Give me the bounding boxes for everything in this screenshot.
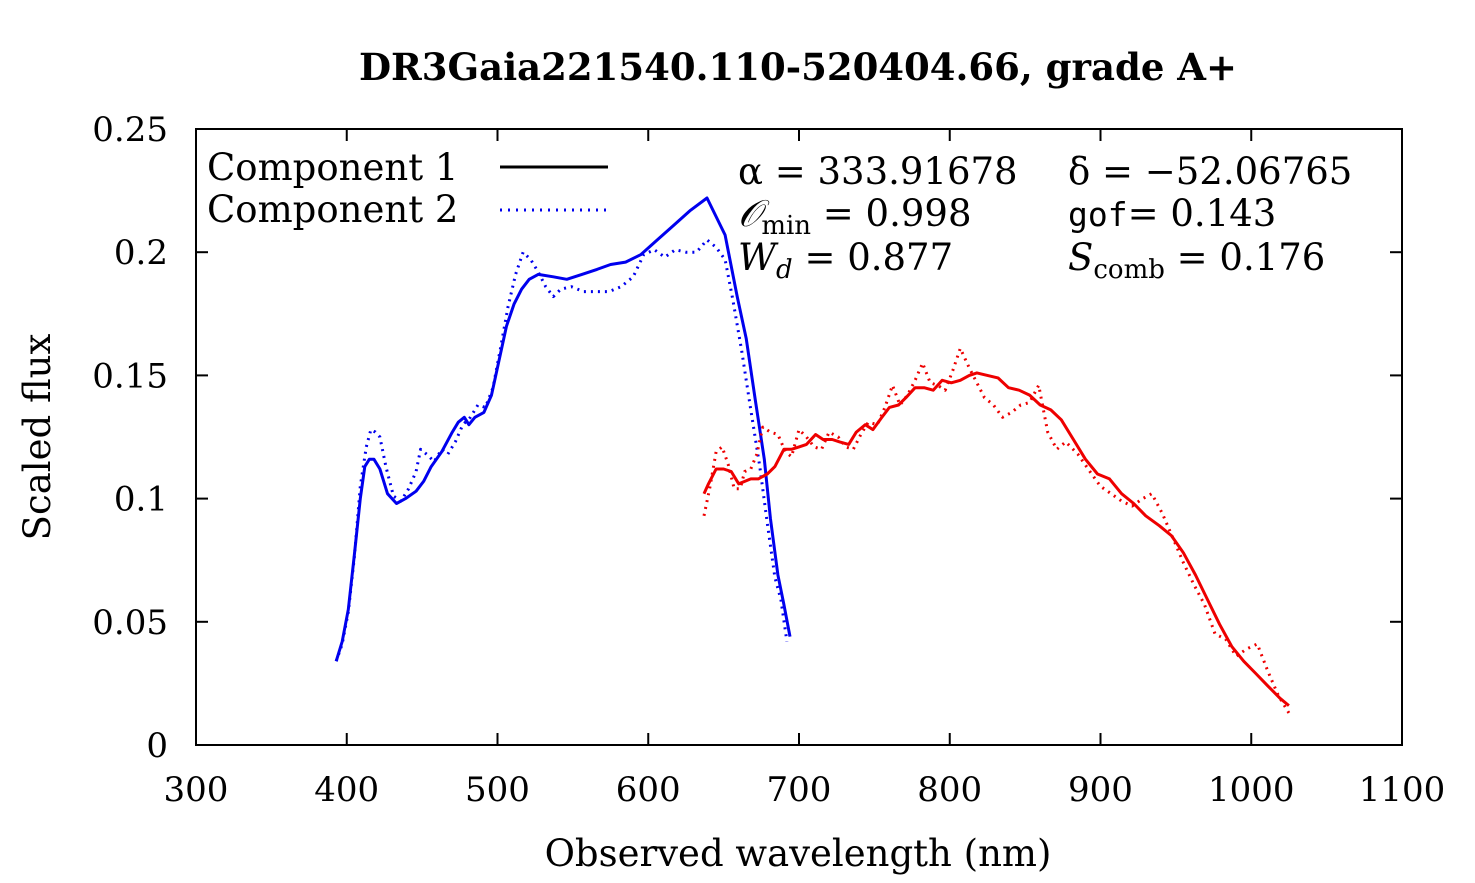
- annotation-scomb: Scomb = 0.176: [1068, 236, 1325, 285]
- x-tick-label: 300: [164, 770, 229, 810]
- x-tick-label: 800: [917, 770, 982, 810]
- scomb-value: = 0.176: [1165, 236, 1325, 279]
- legend: Component 1 Component 2: [207, 146, 608, 231]
- annotations: α = 333.91678 δ = −52.06765 𝒪min = 0.998…: [738, 150, 1352, 285]
- y-axis-label: Scaled flux: [16, 334, 59, 541]
- x-tick-label: 1000: [1208, 770, 1295, 810]
- y-tick-label: 0: [146, 726, 168, 766]
- y-tick-label: 0.2: [114, 233, 168, 273]
- x-tick-label: 500: [465, 770, 530, 810]
- x-axis-label: Observed wavelength (nm): [545, 832, 1052, 875]
- wd-symbol: W: [738, 236, 779, 279]
- annotation-wd: Wd = 0.877: [738, 236, 953, 285]
- series-layer: [334, 196, 1291, 714]
- scomb-symbol: S: [1068, 236, 1093, 279]
- x-tick-label: 700: [767, 770, 832, 810]
- series-rp-component-2: [702, 346, 1291, 714]
- x-tick-label: 400: [314, 770, 379, 810]
- annotation-gof: gof= 0.143: [1068, 192, 1276, 235]
- series-bp-component-1: [334, 196, 792, 662]
- y-tick-label: 0.15: [92, 356, 168, 396]
- y-tick-label: 0.25: [92, 110, 168, 150]
- legend-label-component-1: Component 1: [207, 146, 458, 189]
- annotation-alpha: α = 333.91678: [738, 150, 1018, 193]
- ticks-layer: 300 400 500 600 700 800 900 1000 1100 0 0.05 0.1 0.1…: [92, 110, 1445, 810]
- gof-value: = 0.143: [1128, 192, 1277, 235]
- legend-label-component-2: Component 2: [207, 188, 458, 231]
- series-rp-component-1: [702, 371, 1290, 707]
- x-tick-label: 900: [1068, 770, 1133, 810]
- omin-subscript: min: [761, 211, 811, 241]
- chart-title: DR3Gaia221540.110-520404.66, grade A+: [359, 45, 1237, 89]
- annotation-omin: 𝒪min = 0.998: [738, 192, 971, 241]
- scomb-subscript: comb: [1093, 255, 1165, 285]
- wd-subscript: d: [776, 255, 793, 285]
- y-tick-label: 0.1: [114, 480, 168, 520]
- plot-area: 300 400 500 600 700 800 900 1000 1100 0 0.05 0.1 0.1…: [92, 110, 1445, 810]
- wd-value: = 0.877: [793, 236, 953, 279]
- series-bp-component-2: [334, 238, 789, 662]
- x-tick-label: 600: [616, 770, 681, 810]
- gof-word: gof: [1068, 195, 1128, 234]
- x-tick-label: 1100: [1359, 770, 1446, 810]
- omin-value: = 0.998: [811, 192, 971, 235]
- annotation-delta: δ = −52.06765: [1068, 150, 1352, 193]
- y-tick-label: 0.05: [92, 603, 168, 643]
